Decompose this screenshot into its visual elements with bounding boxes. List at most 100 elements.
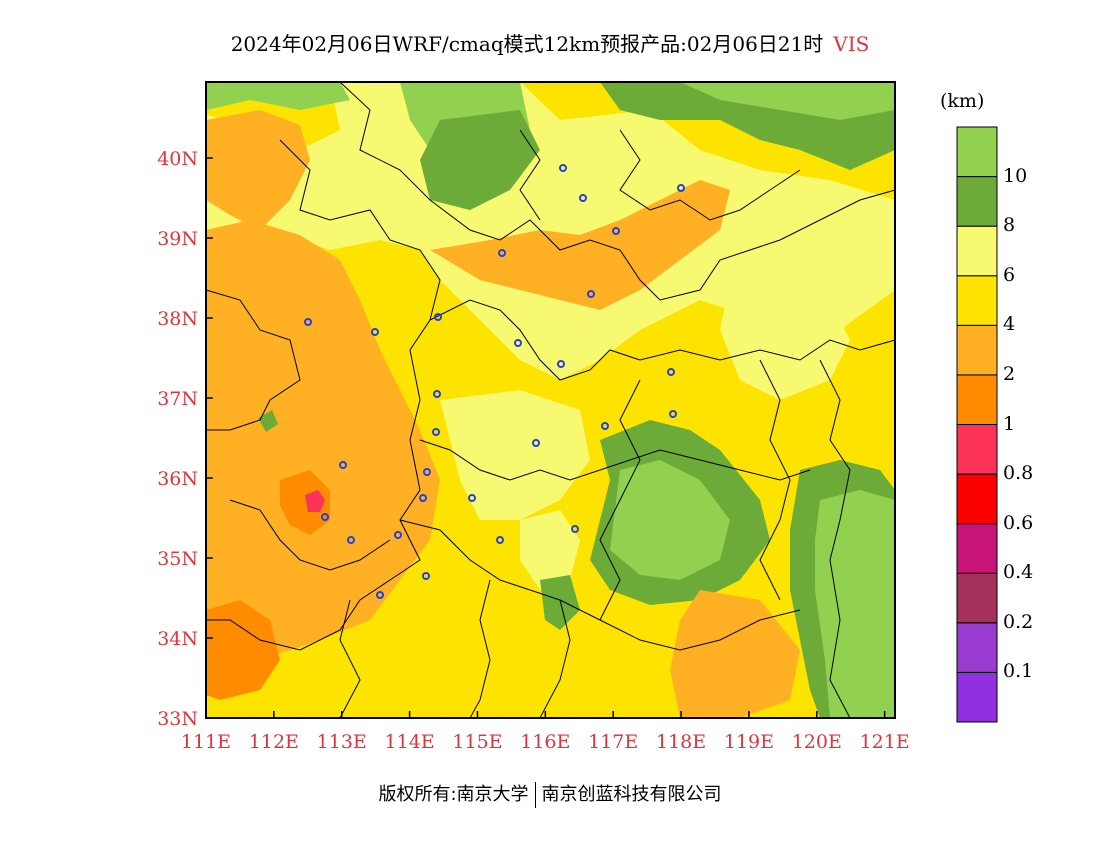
- field-cs-6-8km: [520, 510, 580, 590]
- field-c-6-8km: [440, 390, 590, 520]
- field-central-2-4km: [430, 180, 730, 310]
- station-marker: [422, 572, 430, 580]
- boundary-line: [429, 299, 895, 381]
- x-tick-label: 117E: [588, 731, 638, 753]
- station-marker: [587, 290, 595, 298]
- boundary-line: [206, 139, 441, 651]
- field-ne-10km: [680, 82, 895, 120]
- legend-label: 0.4: [1003, 561, 1034, 584]
- legend-swatch: [956, 424, 998, 475]
- field-nw-2-4km: [206, 110, 310, 230]
- field-sw-1-2km: [206, 600, 280, 700]
- y-tick-label: 33N: [157, 708, 198, 730]
- legend-label: 10: [1003, 164, 1028, 187]
- boundary-line: [206, 289, 301, 431]
- x-tick-label: 114E: [385, 731, 435, 753]
- legend-swatch: [956, 622, 998, 673]
- station-marker: [321, 513, 329, 521]
- station-marker: [394, 531, 402, 539]
- station-marker: [347, 536, 355, 544]
- legend-label: 6: [1003, 263, 1016, 286]
- x-tick-label: 118E: [656, 731, 706, 753]
- field-nw-10km: [206, 82, 350, 110]
- y-tick-label: 38N: [157, 308, 198, 330]
- field-s-8km: [540, 575, 580, 630]
- station-marker: [571, 525, 579, 533]
- station-marker: [557, 360, 565, 368]
- station-marker: [304, 318, 312, 326]
- map-frame: [205, 81, 896, 719]
- legend-label: 0.6: [1003, 511, 1034, 534]
- x-tick-label: 116E: [520, 731, 570, 753]
- legend-swatch: [956, 374, 998, 425]
- x-axis-ticks: 111E 112E 113E 114E 115E 116E 117E 118E 119E 120E…: [181, 711, 910, 753]
- boundary-line: [759, 359, 791, 601]
- station-marker: [579, 194, 587, 202]
- station-marker: [371, 328, 379, 336]
- station-marker: [669, 410, 677, 418]
- boundary-line: [339, 82, 895, 301]
- station-marker: [514, 339, 522, 347]
- station-marker: [339, 461, 347, 469]
- boundary-line: [619, 129, 801, 221]
- station-marker: [419, 494, 427, 502]
- field-w-08-1km: [305, 490, 325, 512]
- copyright-right: 南京创蓝科技有限公司: [541, 784, 722, 805]
- visibility-field: [206, 82, 895, 718]
- x-tick-label: 112E: [249, 731, 299, 753]
- legend-swatch: [956, 126, 998, 178]
- y-tick-label: 35N: [157, 548, 198, 570]
- field-south-2-4km: [670, 590, 800, 718]
- title-text: 2024年02月06日WRF/cmaq模式12km预报产品:02月06日21时: [230, 32, 824, 56]
- station-marker: [612, 227, 620, 235]
- boundary-line: [469, 579, 491, 718]
- station-marker: [468, 494, 476, 502]
- legend-swatch: [956, 523, 998, 574]
- y-axis-ticks: 33N 34N 35N 36N 37N 38N 39N 40N: [157, 148, 213, 730]
- boundary-line: [419, 439, 811, 481]
- field-w-1-2km: [280, 470, 330, 535]
- station-marker: [376, 591, 384, 599]
- legend-label: 2: [1003, 362, 1016, 385]
- variable-label: VIS: [833, 32, 870, 56]
- legend-colorbar: [956, 126, 998, 723]
- x-tick-label: 115E: [452, 731, 502, 753]
- page-title: 2024年02月06日WRF/cmaq模式12km预报产品:02月06日21时 V…: [0, 28, 1100, 57]
- station-marker: [677, 184, 685, 192]
- y-tick-label: 40N: [157, 148, 198, 170]
- field-se-10km: [815, 490, 895, 718]
- legend-swatch: [956, 473, 998, 525]
- station-marker: [496, 536, 504, 544]
- legend-unit: (km): [940, 90, 985, 112]
- legend-label: 1: [1003, 412, 1016, 435]
- field-w-8km-spot: [258, 410, 278, 432]
- station-markers: [304, 164, 685, 599]
- legend-swatch: [956, 671, 998, 723]
- field-west-2-4km: [206, 220, 440, 690]
- boundary-line: [339, 599, 361, 718]
- station-marker: [498, 249, 506, 257]
- legend-label: 0.1: [1003, 660, 1034, 683]
- y-tick-label: 37N: [157, 388, 198, 410]
- x-tick-label: 111E: [181, 731, 231, 753]
- province-boundaries: [206, 82, 895, 718]
- field-e-6-8km: [720, 270, 850, 400]
- legend-label: 0.8: [1003, 462, 1034, 485]
- copyright-separator: [534, 782, 536, 808]
- legend-label: 8: [1003, 214, 1016, 237]
- field-n-8km: [420, 110, 540, 210]
- boundary-line: [819, 359, 851, 718]
- station-marker: [667, 368, 675, 376]
- legend-label: 4: [1003, 313, 1016, 336]
- x-tick-label: 121E: [860, 731, 910, 753]
- x-tick-label: 120E: [792, 731, 842, 753]
- field-east-10km: [610, 460, 730, 580]
- station-marker: [434, 313, 442, 321]
- legend-swatch: [956, 275, 998, 326]
- boundary-line: [519, 129, 541, 221]
- boundary-line: [229, 499, 391, 571]
- station-marker: [423, 468, 431, 476]
- legend-swatch: [956, 225, 998, 277]
- station-marker: [559, 164, 567, 172]
- y-tick-label: 36N: [157, 468, 198, 490]
